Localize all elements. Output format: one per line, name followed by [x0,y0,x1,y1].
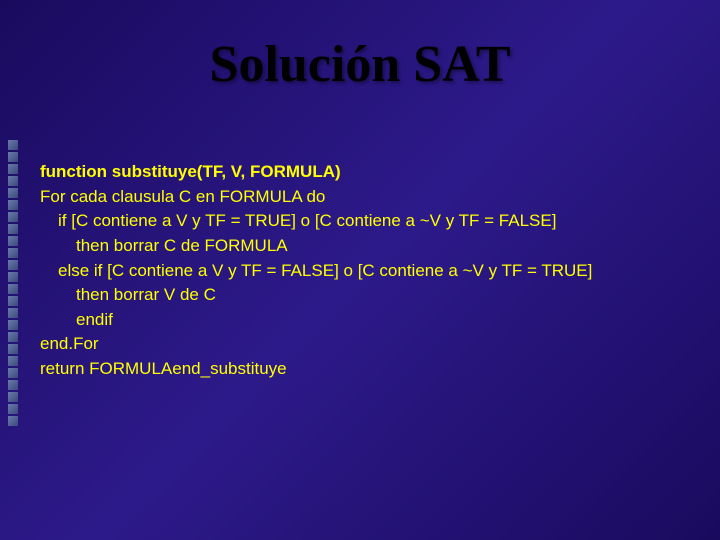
bullet-square [8,272,18,282]
code-line: then borrar V de C [40,283,690,308]
code-line: function substituye(TF, V, FORMULA) [40,160,690,185]
code-line: endif [40,308,690,333]
bullet-square [8,320,18,330]
code-line: if [C contiene a V y TF = TRUE] o [C con… [40,209,690,234]
bullet-square [8,176,18,186]
bullet-square [8,236,18,246]
code-line: return FORMULAend_substituye [40,357,690,382]
bullet-decoration [8,140,18,426]
bullet-square [8,248,18,258]
bullet-square [8,200,18,210]
code-line: else if [C contiene a V y TF = FALSE] o … [40,259,690,284]
bullet-square [8,356,18,366]
bullet-square [8,296,18,306]
bullet-square [8,140,18,150]
bullet-square [8,152,18,162]
bullet-square [8,380,18,390]
bullet-square [8,332,18,342]
bullet-square [8,224,18,234]
bullet-square [8,404,18,414]
bullet-square [8,188,18,198]
bullet-square [8,164,18,174]
bullet-square [8,344,18,354]
bullet-square [8,416,18,426]
slide-title: Solución SAT [0,35,720,94]
code-line: then borrar C de FORMULA [40,234,690,259]
code-line: For cada clausula C en FORMULA do [40,185,690,210]
code-content: function substituye(TF, V, FORMULA)For c… [40,160,690,382]
code-line: end.For [40,332,690,357]
bullet-square [8,308,18,318]
bullet-square [8,392,18,402]
bullet-square [8,260,18,270]
bullet-square [8,368,18,378]
bullet-square [8,284,18,294]
bullet-square [8,212,18,222]
